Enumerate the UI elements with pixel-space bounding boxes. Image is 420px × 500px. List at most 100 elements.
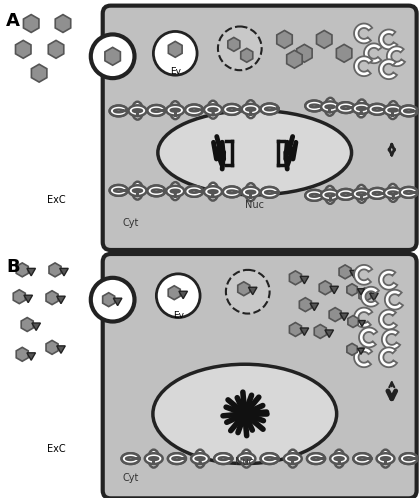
Polygon shape <box>110 185 128 196</box>
Text: Ev: Ev <box>170 67 181 76</box>
Ellipse shape <box>400 453 417 464</box>
Polygon shape <box>191 454 209 464</box>
Ellipse shape <box>185 186 203 197</box>
Polygon shape <box>400 106 417 117</box>
Polygon shape <box>379 30 397 50</box>
Polygon shape <box>204 186 222 197</box>
Polygon shape <box>57 346 65 354</box>
Polygon shape <box>321 190 339 200</box>
Polygon shape <box>60 268 68 276</box>
Ellipse shape <box>368 104 386 115</box>
Polygon shape <box>13 290 25 304</box>
Ellipse shape <box>207 100 218 118</box>
Polygon shape <box>319 281 331 294</box>
Polygon shape <box>113 298 122 306</box>
Polygon shape <box>384 104 402 116</box>
Ellipse shape <box>153 364 337 464</box>
Ellipse shape <box>158 110 352 195</box>
Polygon shape <box>168 286 180 300</box>
Ellipse shape <box>170 101 181 119</box>
Polygon shape <box>352 188 370 199</box>
Polygon shape <box>339 265 351 279</box>
Polygon shape <box>55 14 71 32</box>
Polygon shape <box>46 290 58 304</box>
Ellipse shape <box>147 105 165 116</box>
Polygon shape <box>368 104 386 115</box>
Ellipse shape <box>245 183 256 201</box>
Polygon shape <box>27 268 36 276</box>
Ellipse shape <box>245 100 256 118</box>
Polygon shape <box>204 104 222 115</box>
Polygon shape <box>377 454 394 464</box>
Polygon shape <box>357 348 365 354</box>
Polygon shape <box>387 46 405 66</box>
Ellipse shape <box>148 450 159 468</box>
Polygon shape <box>24 295 32 302</box>
Text: ExC: ExC <box>47 196 66 205</box>
Polygon shape <box>122 453 139 464</box>
Ellipse shape <box>334 450 344 468</box>
Polygon shape <box>237 454 255 464</box>
Polygon shape <box>350 270 358 278</box>
Polygon shape <box>57 296 65 304</box>
Polygon shape <box>354 56 372 76</box>
Text: B: B <box>6 258 20 276</box>
Polygon shape <box>314 324 326 338</box>
Ellipse shape <box>356 185 367 203</box>
Polygon shape <box>238 282 250 296</box>
Ellipse shape <box>356 100 367 117</box>
Polygon shape <box>16 263 28 277</box>
Polygon shape <box>261 104 278 115</box>
Text: A: A <box>6 12 20 30</box>
Ellipse shape <box>195 450 205 468</box>
Polygon shape <box>110 106 128 117</box>
FancyBboxPatch shape <box>103 254 417 498</box>
Ellipse shape <box>214 453 232 464</box>
Ellipse shape <box>185 104 203 116</box>
Polygon shape <box>379 60 397 79</box>
Polygon shape <box>379 310 397 330</box>
Polygon shape <box>102 292 115 306</box>
Ellipse shape <box>261 104 278 115</box>
Polygon shape <box>289 271 302 285</box>
Ellipse shape <box>305 190 323 200</box>
Text: Nuc: Nuc <box>235 456 254 466</box>
Ellipse shape <box>388 101 398 119</box>
Polygon shape <box>347 284 357 296</box>
Polygon shape <box>337 189 355 200</box>
Polygon shape <box>354 24 372 44</box>
Polygon shape <box>354 348 372 367</box>
Polygon shape <box>261 453 278 464</box>
Polygon shape <box>16 348 28 362</box>
Polygon shape <box>32 323 40 330</box>
Circle shape <box>226 270 270 314</box>
Polygon shape <box>321 102 339 112</box>
Circle shape <box>153 32 197 75</box>
Ellipse shape <box>261 453 278 464</box>
Ellipse shape <box>337 102 355 113</box>
Polygon shape <box>400 187 417 198</box>
Ellipse shape <box>400 187 417 198</box>
Ellipse shape <box>147 186 165 196</box>
Polygon shape <box>299 298 311 312</box>
Polygon shape <box>384 188 402 198</box>
Polygon shape <box>242 104 260 115</box>
Text: Cyt: Cyt <box>123 474 139 484</box>
Polygon shape <box>284 454 302 464</box>
Polygon shape <box>21 318 33 332</box>
Polygon shape <box>49 263 61 277</box>
Polygon shape <box>27 353 36 360</box>
Polygon shape <box>129 106 147 116</box>
Polygon shape <box>382 330 400 349</box>
Polygon shape <box>147 186 165 196</box>
Ellipse shape <box>110 106 128 117</box>
Polygon shape <box>352 103 370 114</box>
Polygon shape <box>242 187 260 198</box>
Polygon shape <box>166 105 184 116</box>
Polygon shape <box>48 40 64 58</box>
Ellipse shape <box>287 450 298 468</box>
Ellipse shape <box>353 453 371 464</box>
Polygon shape <box>330 286 339 294</box>
Polygon shape <box>348 316 358 328</box>
Text: Cyt: Cyt <box>123 218 139 228</box>
